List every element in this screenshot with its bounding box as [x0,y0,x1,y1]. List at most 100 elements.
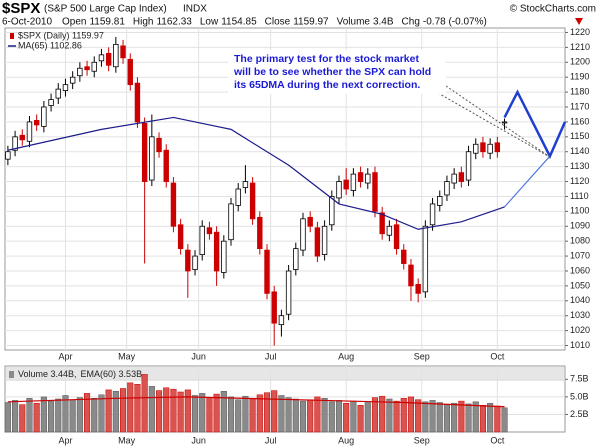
y-tick-label: 1190 [570,72,589,82]
candle-body [5,151,11,160]
volume-bar [256,394,263,433]
ema-line [7,396,505,408]
candle-body [307,216,313,227]
x-tick-label: Oct [490,435,505,445]
volume-bar [307,399,314,433]
candle-body [293,248,299,270]
volume-bar [292,398,299,433]
candle-body [300,218,306,251]
legend-label: $SPX (Daily) 1159.97 [18,30,104,40]
annotation-line: The primary test for the stock market [234,53,419,65]
volume-bar [429,400,436,433]
volume-bar [199,393,206,433]
volume-bar [436,402,443,433]
volume-bar [76,397,83,433]
x-tick-label: Aug [338,351,354,361]
candle-body [321,225,328,255]
candle-body [149,136,155,181]
x-tick-label: Jun [191,351,206,361]
candle-body [170,182,177,227]
candle-body [336,181,342,199]
annotation-line: will be to see whether the SPX can hold [233,66,431,78]
y-tick-label: 1220 [570,27,590,37]
field-value: -0.78 (-0.07%) [423,17,487,28]
candle-body [415,284,421,294]
volume-bar [155,390,163,433]
candle-body [127,58,133,86]
volume-bar [184,389,191,433]
field-value: 1159.81 [89,17,125,28]
y-tick-label: 1150 [570,131,589,141]
candle-body [257,216,263,250]
candle-body [91,61,97,72]
volume-bar [422,401,429,433]
annotation-box [228,50,446,94]
volume-bar [33,402,40,433]
field-value: 1159.97 [293,17,329,28]
volume-bar [451,402,458,433]
x-tick-label: Apr [58,435,72,445]
price-chart: 1010 1020 1030 1040 1050 1060 1070 1080 1090 1100… [5,27,590,361]
candle-body [379,212,385,235]
x-tick-label: Sep [414,351,430,361]
candle-body [235,188,241,206]
candle-body [163,149,169,182]
candle-body [437,196,443,206]
volume-bar [134,384,141,433]
volume-bar [127,382,134,433]
down-triangle [575,18,583,25]
candle-body [26,121,33,142]
field-value: 1154.85 [221,17,257,28]
volume-bar [379,395,386,433]
exchange: INDX [183,4,207,15]
volume-bar [148,386,155,433]
volume-bar [105,389,112,433]
volume-bar [249,398,256,433]
field-value: 1162.33 [156,17,192,28]
x-tick-label: Apr [58,351,72,361]
legend-icon [10,33,14,39]
candle-body [228,203,234,241]
volume-bar [170,388,177,433]
volume-bar [112,391,119,433]
y-tick-label: 1010 [570,340,590,350]
candle-body [473,143,479,154]
candle-body [199,225,205,255]
y-tick-label: 1210 [570,42,590,52]
candle-body [84,66,90,71]
candle-body [465,151,472,181]
x-tick-label: Oct [490,351,505,361]
volume-bar [119,388,127,433]
candle-body [494,142,501,153]
y-tick-label: 1040 [570,295,590,305]
volume-bar [335,400,343,433]
candle-body [480,142,486,153]
y-tick-label: 1120 [570,176,589,186]
candle-body [48,99,54,106]
y-tick-label: 1140 [570,146,589,156]
field-label: Open [62,17,86,28]
field-label: Close [265,17,291,28]
volume-bar [191,395,199,433]
candle-body [329,196,335,226]
volume-bar [285,397,292,433]
candle-body [213,231,220,272]
candle-body [206,227,213,235]
candle-body [249,182,256,220]
candle-body [156,137,162,153]
volume-bar [98,394,105,433]
field-value: 3.4B [373,17,394,28]
volume-bar [55,398,62,433]
volume-bar [69,399,76,433]
candle-body [365,173,371,184]
candle-body [350,173,357,191]
volume-bar [479,405,486,433]
volume-bar [12,400,19,433]
volume-bar [443,404,451,433]
volume-bar [278,395,285,433]
volume-bar [371,397,379,433]
candle-body [451,173,457,184]
volume-bar [400,398,407,433]
ma-projection [504,155,551,208]
y-tick-label: 1080 [570,236,590,246]
